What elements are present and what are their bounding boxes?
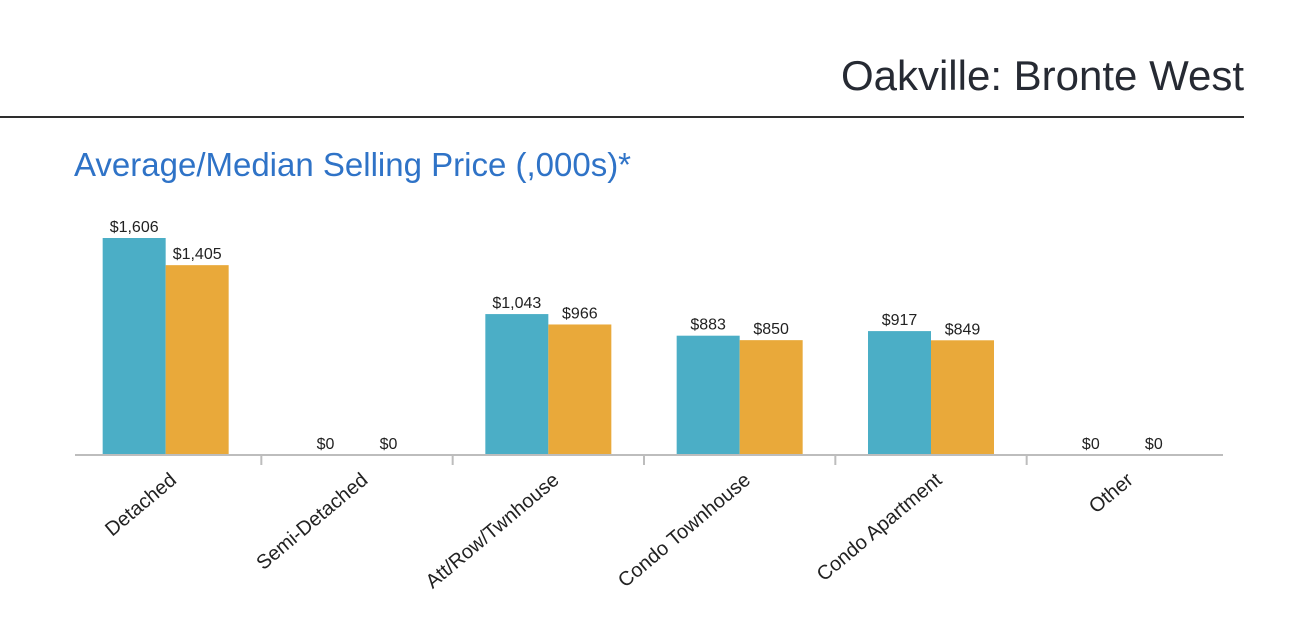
title-divider [0,116,1244,118]
average-value-label-4: $883 [690,317,726,334]
average-value-label-5: $917 [882,312,918,329]
data-labels-group: $1,606 $1,405 $0 $0 $1,043 $966 $883 $850 $917 $8… [110,219,1163,453]
median-value-label-2: $0 [380,436,398,453]
bars-group [102,238,994,455]
median-value-label-6: $0 [1145,436,1163,453]
median-bar-3 [548,324,612,455]
x-tick-labels-group: Detached Semi-Detached Att/Row/Twnhouse Con… [101,469,1138,593]
average-bar-3 [485,314,549,455]
median-bar-4 [739,340,803,455]
x-tick-label-6: Other [1085,469,1138,518]
section-title: Average/Median Selling Price (,000s)* [74,146,632,183]
average-value-label-3: $1,043 [492,295,541,312]
x-tick-label-2: Semi-Detached [252,469,372,574]
average-value-label-2: $0 [317,436,335,453]
median-bar-1 [165,265,229,455]
median-value-label-1: $1,405 [173,246,222,263]
x-axis [75,454,1223,465]
average-value-label-6: $0 [1082,436,1100,453]
median-bar-5 [931,340,994,455]
page-title: Oakville: Bronte West [840,52,1244,99]
average-value-label-1: $1,606 [110,219,159,236]
x-tick-label-3: Att/Row/Twnhouse [422,469,564,593]
x-tick-label-5: Condo Apartment [813,469,947,586]
average-bar-5 [868,331,931,455]
median-value-label-3: $966 [562,305,598,322]
median-value-label-5: $849 [945,321,981,338]
average-bar-1 [102,238,166,455]
x-tick-label-4: Condo Townhouse [614,469,755,592]
median-value-label-4: $850 [753,321,789,338]
average-bar-4 [676,335,740,455]
x-tick-label-1: Detached [101,469,181,541]
